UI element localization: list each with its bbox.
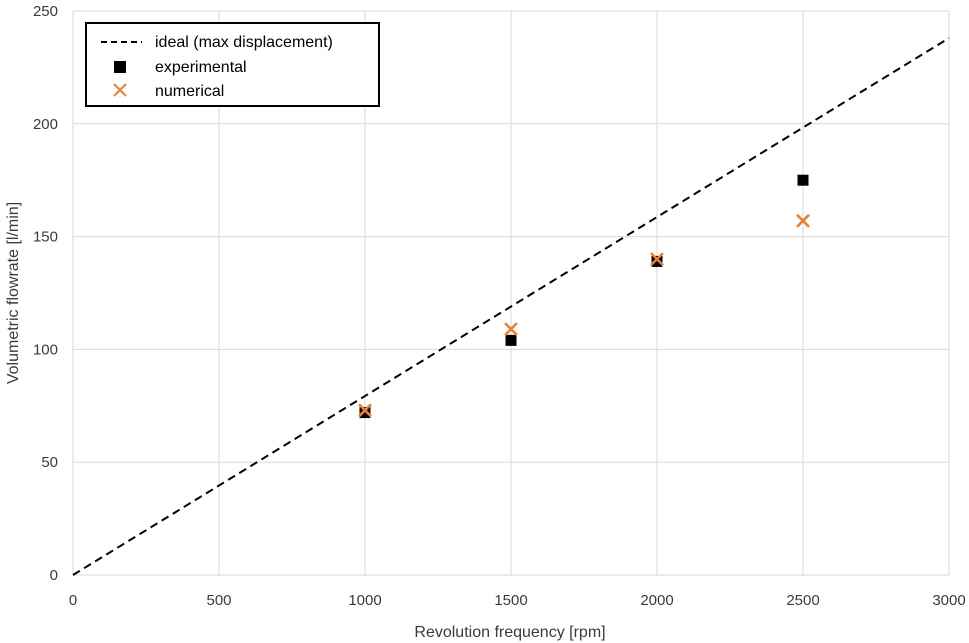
legend-label-ideal: ideal (max displacement) — [155, 34, 333, 51]
x-axis-title: Revolution frequency [rpm] — [414, 624, 605, 641]
y-axis-title: Volumetric flowrate [l/min] — [5, 202, 22, 384]
data-point-experimental — [359, 407, 371, 419]
data-point-numerical — [650, 252, 664, 267]
axes: 0 500 1000 1500 2000 2500 3000 0 50 100 150 200 250 — [33, 3, 966, 609]
y-tick-label: 100 — [33, 341, 58, 358]
data-point-numerical — [796, 213, 810, 228]
legend-swatch-experimental — [114, 61, 126, 73]
y-tick-label: 250 — [33, 3, 58, 20]
legend-label-experimental: experimental — [155, 59, 247, 76]
x-tick-label: 1500 — [494, 592, 527, 609]
x-tick-label: 500 — [206, 592, 231, 609]
x-tick-label: 1000 — [348, 592, 381, 609]
legend-box — [85, 22, 380, 107]
data-point-experimental — [797, 174, 809, 186]
x-tick-label: 2000 — [640, 592, 673, 609]
data-point-experimental — [651, 255, 663, 267]
series-line-ideal-max-displacement — [72, 37, 950, 576]
x-tick-label: 3000 — [932, 592, 965, 609]
data-point-numerical — [358, 403, 372, 418]
grid — [72, 10, 950, 576]
y-tick-label: 50 — [41, 454, 58, 471]
legend: ideal (max displacement) experimental nu… — [85, 22, 380, 107]
y-tick-label: 200 — [33, 116, 58, 133]
x-tick-label: 0 — [69, 592, 77, 609]
x-tick-label: 2500 — [786, 592, 819, 609]
y-tick-label: 150 — [33, 229, 58, 246]
plot-area — [72, 37, 950, 576]
y-tick-label: 0 — [50, 567, 58, 584]
data-point-numerical — [504, 322, 518, 336]
legend-swatch-numerical — [113, 83, 127, 97]
legend-label-numerical: numerical — [155, 83, 224, 100]
data-point-experimental — [505, 334, 517, 346]
